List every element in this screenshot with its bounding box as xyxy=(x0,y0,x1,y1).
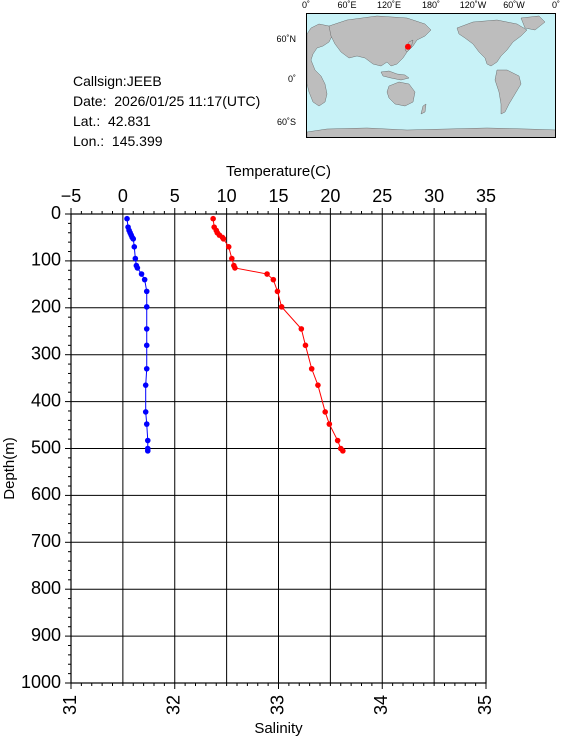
salinity-tick-label: 35 xyxy=(475,695,495,715)
temperature-point xyxy=(229,255,235,262)
land-masses xyxy=(307,15,555,137)
temperature-point xyxy=(225,244,232,250)
world-map xyxy=(306,13,556,138)
salinity-point xyxy=(143,288,150,295)
temperature-point xyxy=(326,421,333,427)
depth-tick-label: 400 xyxy=(31,390,61,410)
salinity-point xyxy=(124,215,130,222)
salinity-tick-label: 32 xyxy=(164,695,184,715)
salinity-axis-title: Salinity xyxy=(254,720,303,736)
temperature-point xyxy=(302,342,309,349)
landmass-north-america xyxy=(456,19,528,67)
landmass-antarctica xyxy=(307,127,555,137)
longitude-text: Lon.: 145.399 xyxy=(73,133,163,149)
landmass-south-america xyxy=(494,69,522,115)
landmass-australia xyxy=(386,81,416,107)
temperature-tick-label: 35 xyxy=(476,186,496,206)
salinity-point xyxy=(132,255,139,262)
temperature-point xyxy=(220,236,227,242)
depth-tick-label: 200 xyxy=(31,297,61,317)
temperature-tick-label: 5 xyxy=(170,186,180,206)
landmass-new-zealand xyxy=(420,103,427,115)
depth-tick-label: 100 xyxy=(31,250,61,270)
salinity-tick-label: 31 xyxy=(60,695,80,715)
callsign-text: Callsign:JEEB xyxy=(73,73,162,89)
temperature-point xyxy=(340,448,346,454)
temperature-tick-label: 25 xyxy=(372,186,392,206)
salinity-point xyxy=(143,342,150,349)
salinity-point xyxy=(138,271,145,277)
temperature-point xyxy=(210,215,216,222)
temperature-axis-title: Temperature(C) xyxy=(226,163,331,180)
salinity-tick-label: 34 xyxy=(371,695,391,715)
temperature-point xyxy=(278,304,285,310)
temperature-tick-label: 30 xyxy=(424,186,444,206)
map-longitude-label: 120˚E xyxy=(376,0,402,10)
temperature-line xyxy=(212,218,344,452)
temperature-point xyxy=(315,382,321,388)
temperature-tick-label: 15 xyxy=(268,186,288,206)
salinity-point xyxy=(131,244,138,250)
salinity-line xyxy=(126,218,149,451)
salinity-point xyxy=(143,304,150,310)
temperature-point xyxy=(264,271,270,277)
map-longitude-label: 180˚ xyxy=(421,0,441,10)
map-latitude-label: 60˚S xyxy=(276,117,296,127)
temperature-tick-label: 0 xyxy=(118,186,128,206)
landmass-asia xyxy=(328,15,432,67)
depth-tick-label: 800 xyxy=(31,578,61,598)
latitude-text: Lat.: 42.831 xyxy=(73,113,151,129)
map-longitude-label: 60˚W xyxy=(503,0,525,10)
depth-tick-label: 700 xyxy=(31,531,61,551)
landmass-indonesia xyxy=(380,70,410,81)
salinity-point xyxy=(143,326,150,332)
salinity-point xyxy=(142,382,149,388)
temperature-point xyxy=(322,409,328,415)
depth-tick-label: 300 xyxy=(31,343,61,363)
temperature-tick-label: 20 xyxy=(320,186,340,206)
depth-tick-label: 1000 xyxy=(21,672,61,692)
salinity-point xyxy=(143,365,150,372)
depth-axis-title: Depth(m) xyxy=(1,437,18,500)
salinity-point xyxy=(130,236,137,242)
map-longitude-label: 0˚ xyxy=(301,0,311,10)
salinity-point xyxy=(134,265,141,271)
salinity-point xyxy=(141,276,148,283)
date-text: Date: 2026/01/25 11:17(UTC) xyxy=(73,93,261,109)
map-longitude-label: 60˚E xyxy=(337,0,357,10)
map-latitude-label: 0˚ xyxy=(287,74,296,84)
salinity-tick-label: 33 xyxy=(267,695,287,715)
depth-tick-label: 500 xyxy=(31,437,61,457)
map-longitude-label: 120˚W xyxy=(459,0,487,10)
depth-tick-label: 600 xyxy=(31,484,61,504)
salinity-point xyxy=(144,437,151,444)
map-longitude-label: 0˚ xyxy=(551,0,561,10)
temperature-point xyxy=(232,265,238,271)
temperature-point xyxy=(298,326,305,332)
station-marker xyxy=(404,43,411,50)
temperature-point xyxy=(270,276,277,283)
depth-tick-label: 0 xyxy=(51,203,61,223)
temperature-tick-label: 10 xyxy=(217,186,237,206)
temperature-tick-label: −5 xyxy=(61,186,82,206)
depth-tick-label: 900 xyxy=(31,625,61,645)
world-map-canvas xyxy=(307,15,555,137)
salinity-point xyxy=(143,421,150,427)
map-latitude-label: 60˚N xyxy=(276,34,296,44)
temperature-point xyxy=(308,365,315,372)
temperature-point xyxy=(274,288,281,295)
salinity-point xyxy=(144,448,151,454)
salinity-point xyxy=(142,409,149,415)
landmass-greenland xyxy=(520,15,546,31)
temperature-point xyxy=(334,437,341,444)
